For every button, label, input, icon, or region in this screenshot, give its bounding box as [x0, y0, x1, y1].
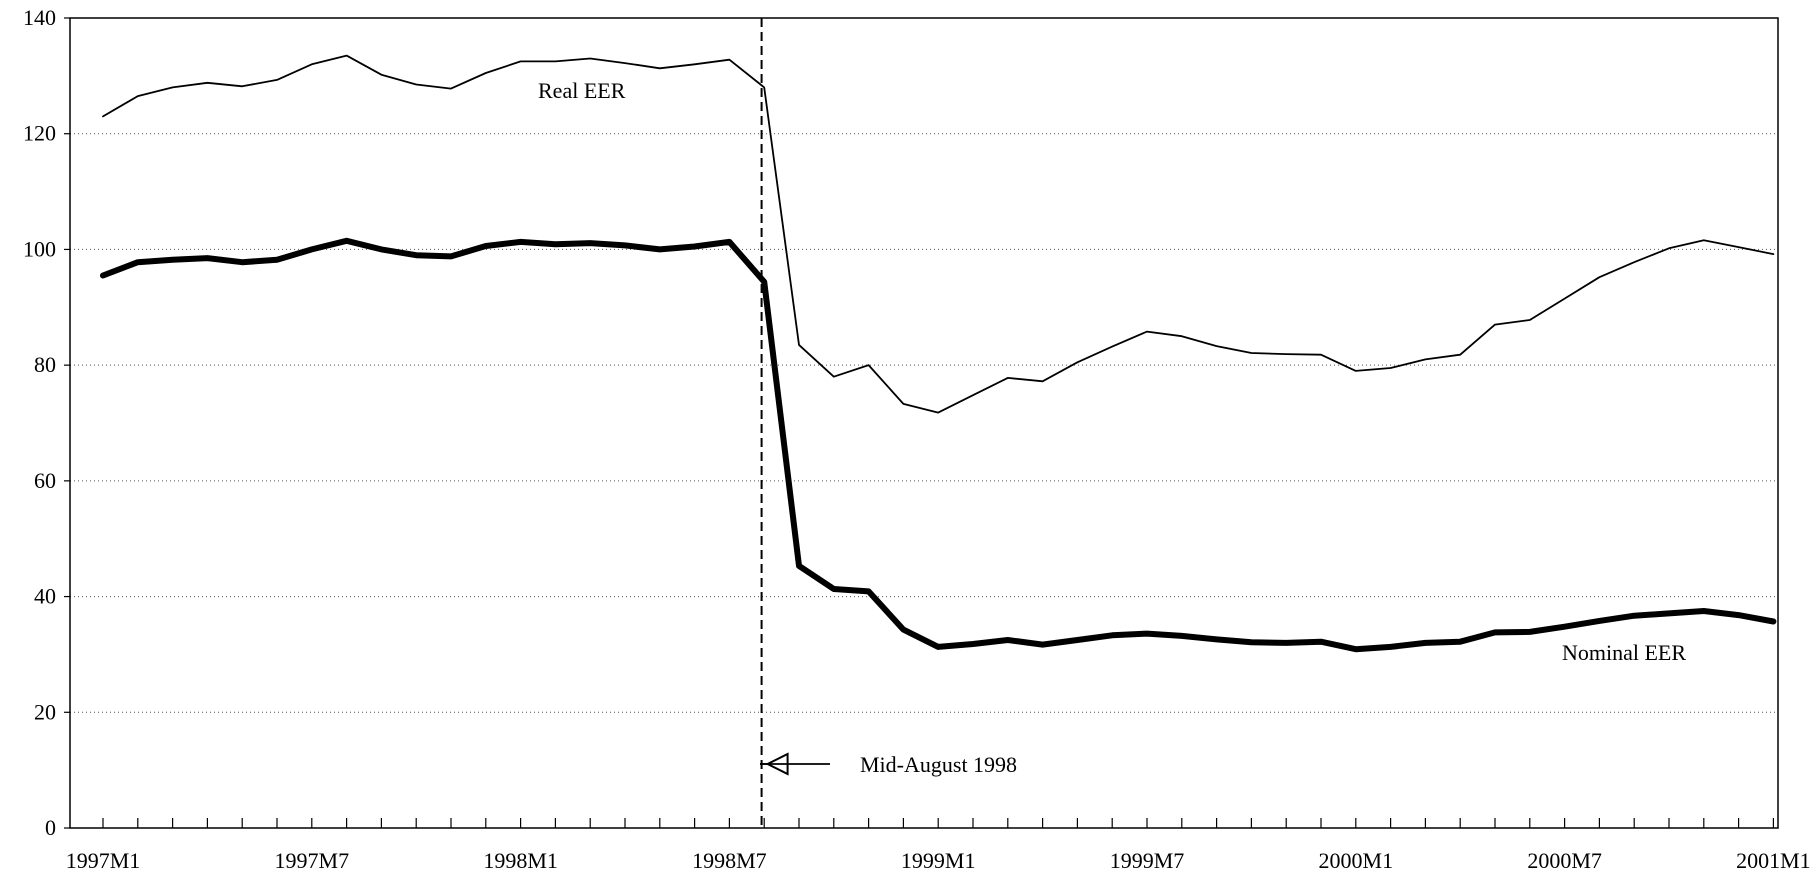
- x-tick-label-2000M7: 2000M7: [1527, 848, 1602, 873]
- event-label: Mid-August 1998: [860, 752, 1017, 777]
- y-tick-label-60: 60: [34, 468, 56, 493]
- annotations: Mid-August 1998 Real EER Nominal EER: [538, 18, 1686, 828]
- y-tick-label-80: 80: [34, 352, 56, 377]
- x-tick-label-1998M1: 1998M1: [483, 848, 558, 873]
- y-tick-label-100: 100: [23, 236, 56, 261]
- x-tick-label-2000M1: 2000M1: [1319, 848, 1394, 873]
- x-tick-label-2001M1: 2001M1: [1736, 848, 1811, 873]
- y-tick-label-0: 0: [45, 815, 56, 840]
- real-eer-label: Real EER: [538, 78, 626, 103]
- plot-frame: [69, 17, 1779, 829]
- y-tick-label-40: 40: [34, 584, 56, 609]
- series-lines: [100, 54, 1777, 653]
- x-tick-label-1998M7: 1998M7: [692, 848, 767, 873]
- nominal-eer-label: Nominal EER: [1562, 640, 1686, 665]
- axes: 0 20 40 60 80 100 120 140 1997M1 1997M7 1998M1 1998…: [23, 5, 1811, 873]
- y-tick-label-20: 20: [34, 699, 56, 724]
- x-tick-label-1997M1: 1997M1: [66, 848, 141, 873]
- x-tick-label-1999M7: 1999M7: [1110, 848, 1185, 873]
- y-tick-label-120: 120: [23, 121, 56, 146]
- y-tick-label-140: 140: [23, 5, 56, 30]
- gridlines: [70, 133, 1778, 713]
- series-line-nominal-eer: [100, 237, 1777, 653]
- x-tick-label-1999M1: 1999M1: [901, 848, 976, 873]
- x-tick-label-1997M7: 1997M7: [275, 848, 350, 873]
- series-line-real-eer: [102, 54, 1775, 414]
